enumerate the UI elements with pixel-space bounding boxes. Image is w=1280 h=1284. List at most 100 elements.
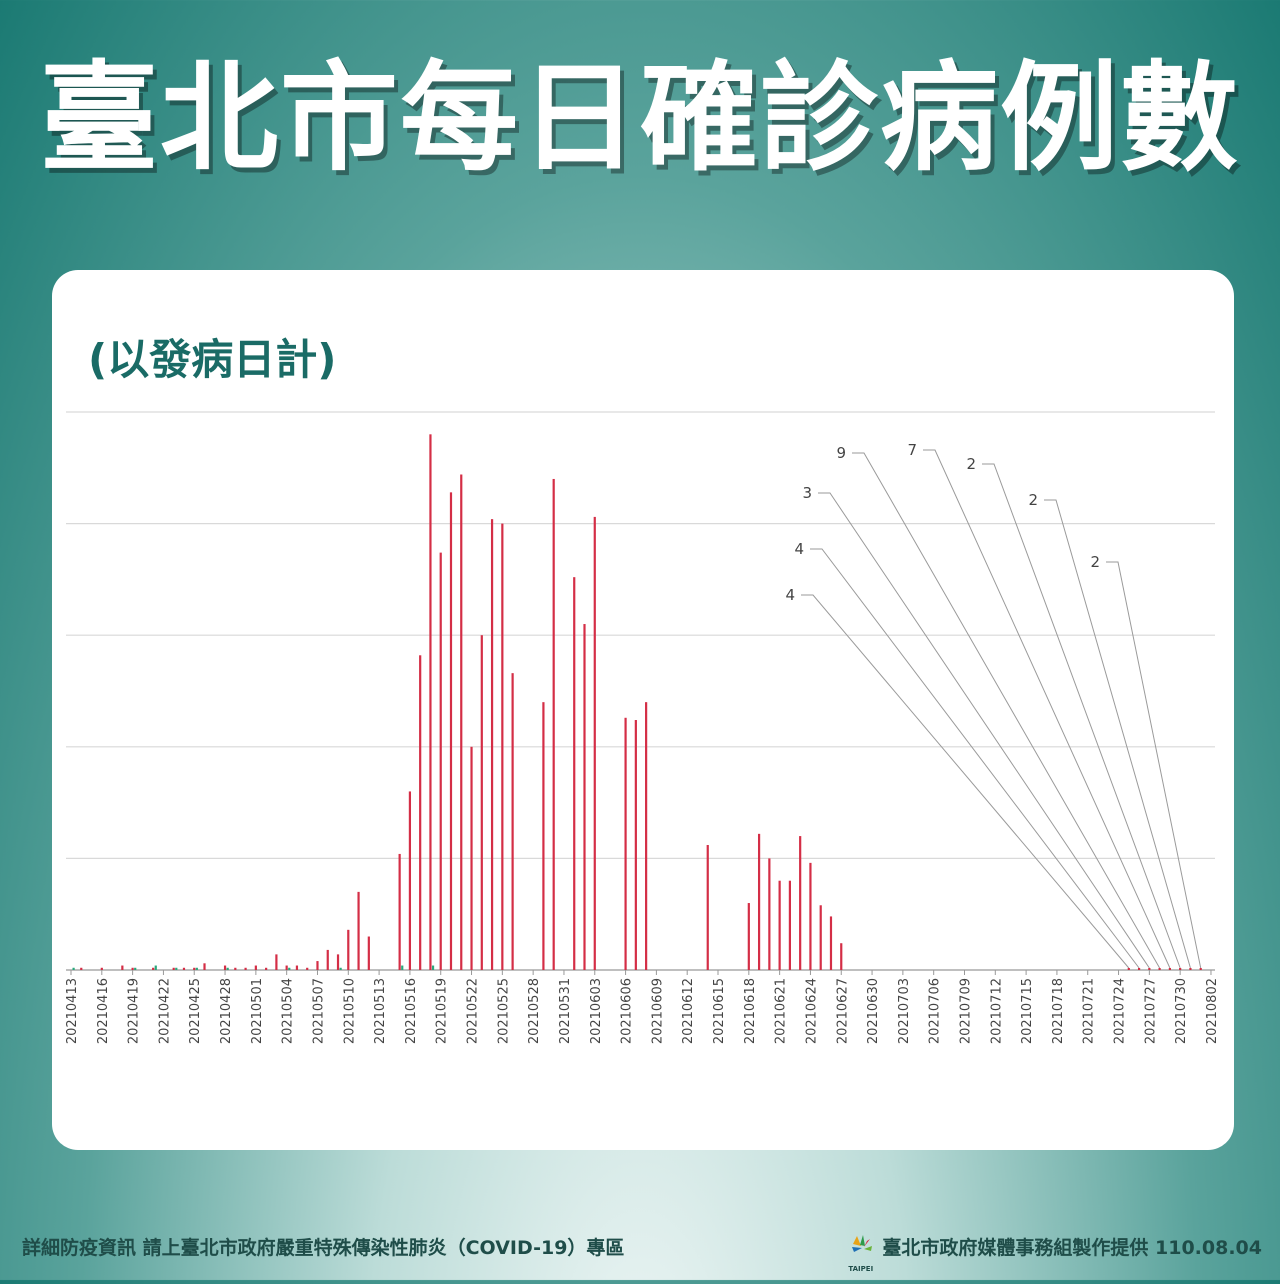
footer-info-text: 詳細防疫資訊 請上臺北市政府嚴重特殊傳染性肺炎（COVID-19）專區 [22,1237,625,1259]
bar [490,519,494,970]
bar [460,474,463,970]
bar [152,967,155,970]
bar [408,791,412,970]
callout-leader [801,594,1130,969]
bar [819,905,822,970]
bar [757,833,761,970]
callout-label: 2 [966,455,976,473]
callout-label: 4 [794,540,804,558]
callout-label: 2 [1090,553,1100,571]
x-tick-label: 20210630 [866,978,881,1044]
callout-label: 2 [1028,491,1038,509]
x-tick-label: 20210531 [558,978,573,1044]
x-tick-label: 20210721 [1082,978,1097,1044]
callout-leader [1106,561,1202,969]
bar [336,954,340,970]
taipei-logo-text: TAIPEI [848,1265,874,1273]
bar-local [175,967,178,970]
bar [244,967,247,970]
x-tick-label: 20210802 [1205,978,1220,1044]
bar [1168,968,1171,970]
x-tick-label: 20210428 [219,978,234,1044]
x-tick-label: 20210712 [989,978,1004,1044]
bar [316,961,319,970]
footer-credit-text: 臺北市政府媒體事務組製作提供 110.08.04 [882,1237,1262,1259]
bar [367,936,370,970]
bar [573,577,576,970]
bar [306,967,309,970]
bar [254,965,257,970]
bar [480,635,483,970]
x-tick-label: 20210425 [188,978,203,1044]
x-tick-label: 20210621 [774,978,789,1044]
x-tick-label: 20210706 [928,978,943,1044]
x-tick-label: 20210528 [527,978,542,1044]
bar [234,967,237,970]
x-tick-label: 20210522 [466,978,481,1044]
x-tick-label: 20210730 [1174,978,1189,1044]
bar [131,967,134,970]
x-tick-label: 20210618 [743,978,758,1044]
bar [552,478,555,970]
bar [80,967,83,970]
bar [583,624,586,970]
bar [172,967,175,970]
bar [1199,968,1202,970]
bar [1148,968,1151,970]
x-tick-label: 20210507 [311,978,326,1044]
taipei-logo-icon: TAIPEI [848,1233,878,1273]
footer: 詳細防疫資訊 請上臺北市政府嚴重特殊傳染性肺炎（COVID-19）專區 TAIP… [22,1233,1262,1273]
bar [747,903,750,970]
bar [634,720,637,970]
x-tick-label: 20210501 [250,978,265,1044]
bar [265,967,268,970]
callout-leader [810,548,1140,969]
bar [1158,968,1161,970]
x-tick-label: 20210703 [897,978,912,1044]
bar [285,965,288,970]
x-tick-label: 20210516 [404,978,419,1044]
callout-leader [1044,499,1191,969]
x-tick-label: 20210513 [373,978,388,1044]
bar [347,929,350,970]
x-tick-label: 20210718 [1051,978,1066,1044]
x-tick-label: 20210624 [804,978,819,1044]
callout-leader [923,449,1171,969]
bar [809,862,812,970]
bar [193,967,196,970]
bar [275,954,278,970]
bar [223,965,227,970]
bar [419,655,422,970]
callout-label: 7 [907,441,917,459]
bar [470,746,473,970]
bar [624,717,627,970]
bar [799,836,802,970]
callout-leader [818,492,1150,969]
x-tick-label: 20210709 [958,978,973,1044]
x-tick-label: 20210609 [650,978,665,1044]
bar [593,516,596,970]
x-tick-label: 20210715 [1020,978,1035,1044]
bar-local [72,967,75,970]
bar [788,880,791,970]
bar-local [195,967,198,970]
callout-label: 3 [802,484,812,502]
bar [100,967,103,970]
bar-chart: 20210413 20210416 20210419 20210422 20210425… [65,411,1220,1044]
bar [357,891,360,970]
bar-local [288,967,291,970]
bar [449,492,453,970]
page-title: 臺北市每日確診病例數 [39,49,1240,187]
bar [295,965,299,970]
x-tick-label: 20210727 [1143,978,1158,1044]
bar [1189,968,1192,970]
x-tick-label: 20210615 [712,978,727,1044]
bar [829,916,833,970]
bar [429,434,432,970]
footer-credit: TAIPEI 臺北市政府媒體事務組製作提供 110.08.04 [848,1233,1262,1273]
x-tick-label: 20210627 [835,978,850,1044]
bar [645,702,648,970]
bar-local [339,967,342,970]
bar [706,845,709,970]
x-tick-label: 20210413 [65,978,80,1044]
